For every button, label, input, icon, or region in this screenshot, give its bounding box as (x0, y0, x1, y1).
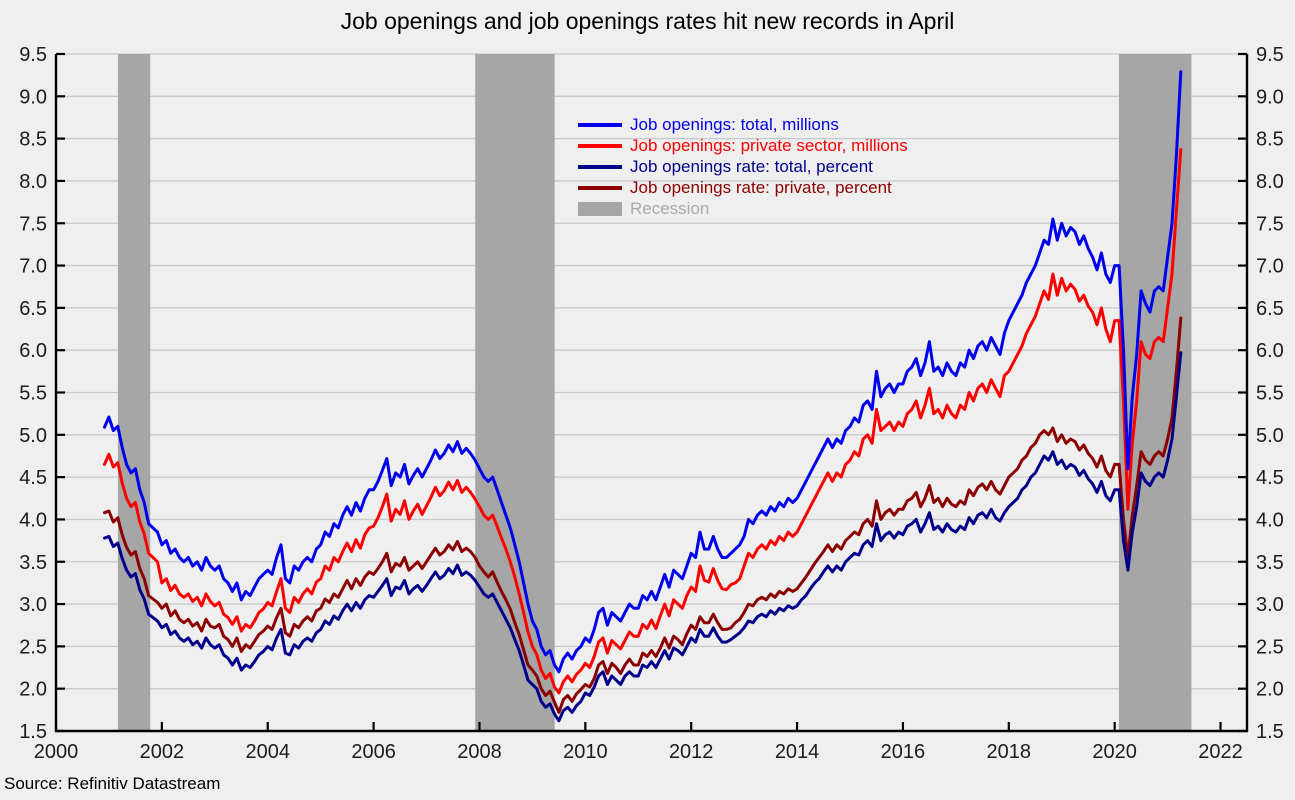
svg-text:9.0: 9.0 (19, 86, 47, 108)
svg-text:7.0: 7.0 (19, 256, 47, 278)
legend-item-private-openings: Job openings: private sector, millions (578, 135, 908, 156)
svg-text:2008: 2008 (457, 741, 502, 763)
svg-text:2004: 2004 (245, 741, 290, 763)
legend-item-total-openings: Job openings: total, millions (578, 114, 908, 135)
svg-text:8.5: 8.5 (19, 129, 47, 151)
chart-legend: Job openings: total, millions Job openin… (578, 114, 908, 219)
svg-text:2.5: 2.5 (1256, 636, 1284, 658)
svg-text:9.5: 9.5 (1256, 44, 1284, 66)
svg-text:4.5: 4.5 (19, 467, 47, 489)
svg-text:4.0: 4.0 (1256, 509, 1284, 531)
svg-text:8.0: 8.0 (1256, 171, 1284, 193)
legend-label: Job openings rate: total, percent (630, 157, 873, 176)
svg-text:6.0: 6.0 (1256, 340, 1284, 362)
svg-text:5.5: 5.5 (1256, 383, 1284, 405)
svg-text:7.0: 7.0 (1256, 256, 1284, 278)
svg-text:6.5: 6.5 (19, 298, 47, 320)
svg-text:5.0: 5.0 (19, 425, 47, 447)
legend-label: Job openings: total, millions (630, 115, 839, 134)
svg-text:2000: 2000 (34, 741, 79, 763)
svg-text:2.5: 2.5 (19, 636, 47, 658)
legend-label: Recession (630, 199, 710, 218)
svg-text:2010: 2010 (563, 741, 608, 763)
source-note: Source: Refinitiv Datastream (4, 774, 221, 793)
legend-item-total-rate: Job openings rate: total, percent (578, 156, 908, 177)
legend-label: Job openings rate: private, percent (630, 178, 892, 197)
legend-item-private-rate: Job openings rate: private, percent (578, 177, 908, 198)
svg-text:2.0: 2.0 (19, 679, 47, 701)
chart-title: Job openings and job openings rates hit … (340, 8, 955, 34)
svg-text:2.0: 2.0 (1256, 679, 1284, 701)
svg-text:2020: 2020 (1092, 741, 1137, 763)
svg-text:8.5: 8.5 (1256, 129, 1284, 151)
svg-text:1.5: 1.5 (19, 721, 47, 743)
svg-text:2018: 2018 (987, 741, 1032, 763)
svg-text:3.5: 3.5 (19, 552, 47, 574)
legend-line-swatch (578, 122, 622, 127)
svg-text:3.0: 3.0 (1256, 594, 1284, 616)
legend-line-swatch (578, 185, 622, 190)
svg-text:3.0: 3.0 (19, 594, 47, 616)
svg-text:2014: 2014 (775, 741, 820, 763)
legend-item-recession: Recession (578, 198, 908, 219)
svg-text:9.5: 9.5 (19, 44, 47, 66)
svg-text:3.5: 3.5 (1256, 552, 1284, 574)
svg-text:7.5: 7.5 (1256, 213, 1284, 235)
svg-text:5.0: 5.0 (1256, 425, 1284, 447)
legend-recession-swatch (578, 201, 622, 216)
svg-text:8.0: 8.0 (19, 171, 47, 193)
svg-text:2016: 2016 (881, 741, 926, 763)
legend-label: Job openings: private sector, millions (630, 136, 908, 155)
legend-line-swatch (578, 164, 622, 169)
svg-text:7.5: 7.5 (19, 213, 47, 235)
svg-text:6.0: 6.0 (19, 340, 47, 362)
svg-text:4.5: 4.5 (1256, 467, 1284, 489)
svg-text:1.5: 1.5 (1256, 721, 1284, 743)
svg-text:9.0: 9.0 (1256, 86, 1284, 108)
svg-text:4.0: 4.0 (19, 509, 47, 531)
legend-line-swatch (578, 143, 622, 148)
svg-text:6.5: 6.5 (1256, 298, 1284, 320)
svg-text:2012: 2012 (669, 741, 714, 763)
svg-text:2022: 2022 (1198, 741, 1243, 763)
svg-text:5.5: 5.5 (19, 383, 47, 405)
svg-text:2006: 2006 (351, 741, 396, 763)
svg-text:2002: 2002 (140, 741, 185, 763)
